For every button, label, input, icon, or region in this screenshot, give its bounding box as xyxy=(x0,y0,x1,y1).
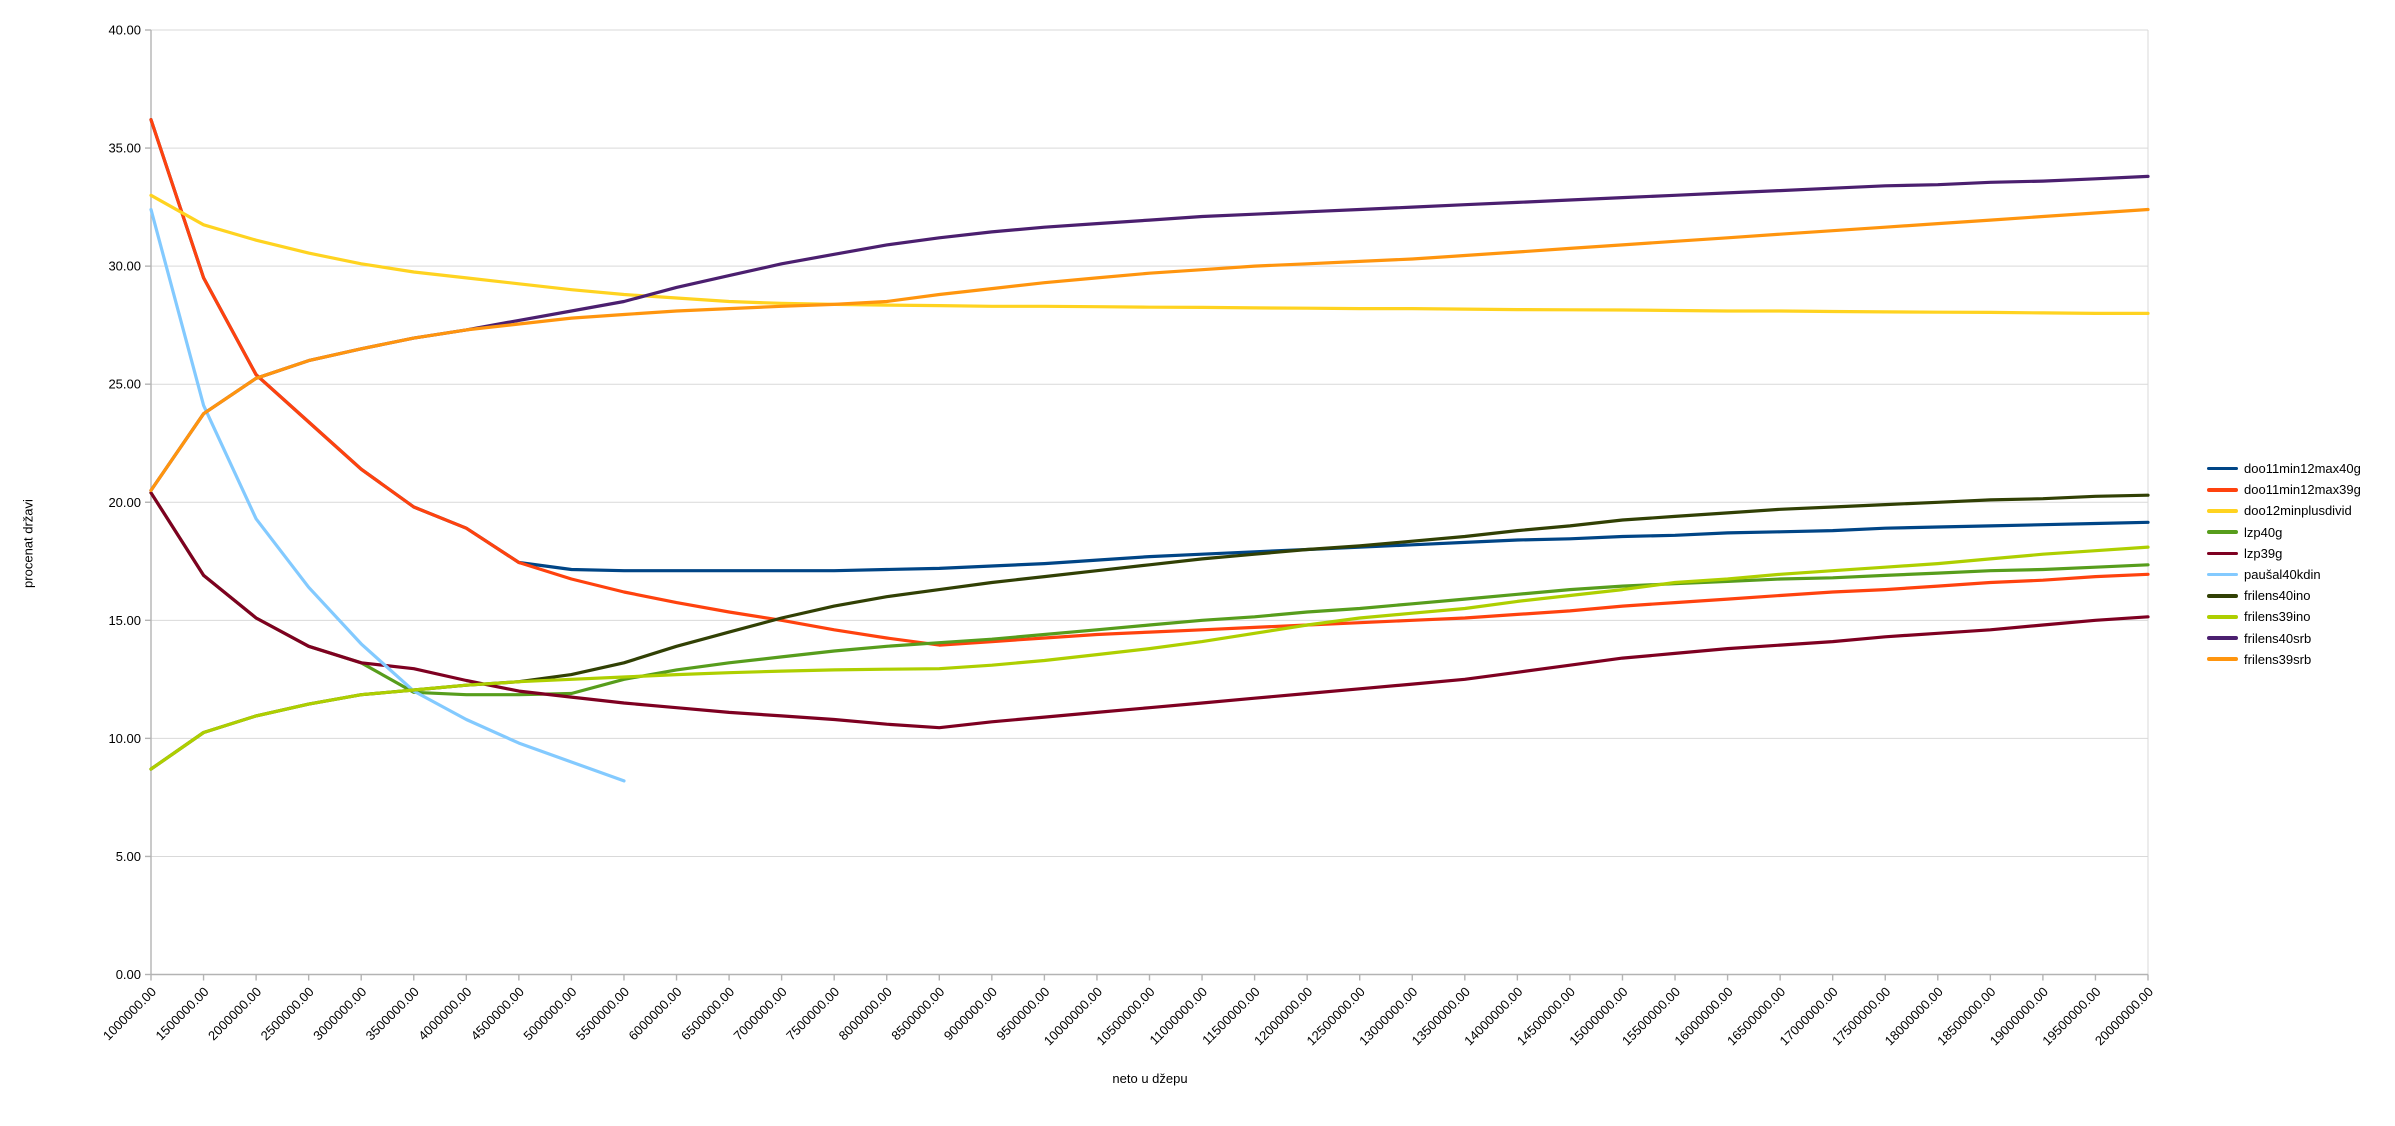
legend-item: frilens40srb xyxy=(2207,628,2361,649)
legend-label: frilens40ino xyxy=(2244,588,2311,604)
x-tick-label: 2500000.00 xyxy=(258,984,317,1043)
x-tick-label: 6500000.00 xyxy=(678,984,737,1043)
legend-swatch xyxy=(2207,530,2238,534)
y-tick-label: 35.00 xyxy=(108,141,141,156)
legend-swatch xyxy=(2207,509,2238,513)
x-tick-label: 1500000.00 xyxy=(152,984,211,1043)
y-tick-label: 20.00 xyxy=(108,495,141,510)
legend-swatch xyxy=(2207,593,2238,598)
legend-item: doo12minplusdivid xyxy=(2207,500,2361,521)
y-tick-label: 40.00 xyxy=(108,23,141,38)
y-tick-label: 25.00 xyxy=(108,377,141,392)
y-tick-label: 15.00 xyxy=(108,613,141,628)
legend-item: lzp39g xyxy=(2207,543,2361,564)
y-axis-title: procenat državi xyxy=(20,499,36,588)
legend: doo11min12max40g doo11min12max39g doo12min… xyxy=(2207,458,2361,670)
legend-swatch xyxy=(2207,466,2238,471)
legend-item: frilens39ino xyxy=(2207,606,2361,627)
series-line-paušal40kdin xyxy=(149,207,626,783)
legend-item: doo11min12max40g xyxy=(2207,458,2361,479)
legend-label: frilens39ino xyxy=(2244,609,2311,625)
legend-label: doo11min12max40g xyxy=(2244,461,2361,477)
x-tick-label: 5000000.00 xyxy=(520,984,579,1043)
legend-swatch xyxy=(2207,572,2238,577)
legend-label: paušal40kdin xyxy=(2244,567,2321,583)
legend-swatch xyxy=(2207,487,2238,492)
x-tick-label: 9000000.00 xyxy=(941,984,1000,1043)
legend-swatch xyxy=(2207,657,2238,662)
y-tick-label: 10.00 xyxy=(108,731,141,746)
legend-label: doo11min12max39g xyxy=(2244,482,2361,498)
y-tick-label: 0.00 xyxy=(116,967,141,982)
series-line-doo12minplusdivid xyxy=(149,193,2150,315)
x-tick-label: 7500000.00 xyxy=(783,984,842,1043)
x-tick-label: 3000000.00 xyxy=(310,984,369,1043)
x-tick-label: 5500000.00 xyxy=(573,984,632,1043)
legend-label: frilens39srb xyxy=(2244,651,2312,667)
x-tick-label: 8500000.00 xyxy=(888,984,947,1043)
series-line-lzp40g xyxy=(149,491,2150,697)
x-tick-label: 8000000.00 xyxy=(836,984,895,1043)
legend-item: paušal40kdin xyxy=(2207,564,2361,585)
legend-label: lzp39g xyxy=(2244,545,2283,561)
x-tick-label: 1000000.00 xyxy=(100,984,159,1043)
legend-label: lzp40g xyxy=(2244,524,2283,540)
legend-item: doo11min12max39g xyxy=(2207,479,2361,500)
legend-item: lzp40g xyxy=(2207,522,2361,543)
legend-label: doo12minplusdivid xyxy=(2244,503,2352,519)
legend-swatch xyxy=(2207,551,2238,556)
series-line-frilens39ino xyxy=(149,545,2150,771)
legend-label: frilens40srb xyxy=(2244,630,2312,646)
x-tick-label: 7000000.00 xyxy=(731,984,790,1043)
x-tick-label: 4000000.00 xyxy=(415,984,474,1043)
y-tick-label: 5.00 xyxy=(116,849,141,864)
x-tick-label: 4500000.00 xyxy=(468,984,527,1043)
x-axis-title: neto u džepu xyxy=(1112,1071,1188,1086)
x-tick-label: 3500000.00 xyxy=(363,984,422,1043)
series-line-doo11min12max39g xyxy=(149,118,2150,647)
series-line-frilens39srb xyxy=(149,207,2150,492)
legend-swatch xyxy=(2207,615,2238,619)
y-tick-label: 30.00 xyxy=(108,259,141,274)
legend-item: frilens40ino xyxy=(2207,585,2361,606)
x-tick-label: 2000000.00 xyxy=(205,984,264,1043)
legend-swatch xyxy=(2207,636,2238,640)
legend-item: frilens39srb xyxy=(2207,649,2361,670)
x-tick-label: 6000000.00 xyxy=(625,984,684,1043)
